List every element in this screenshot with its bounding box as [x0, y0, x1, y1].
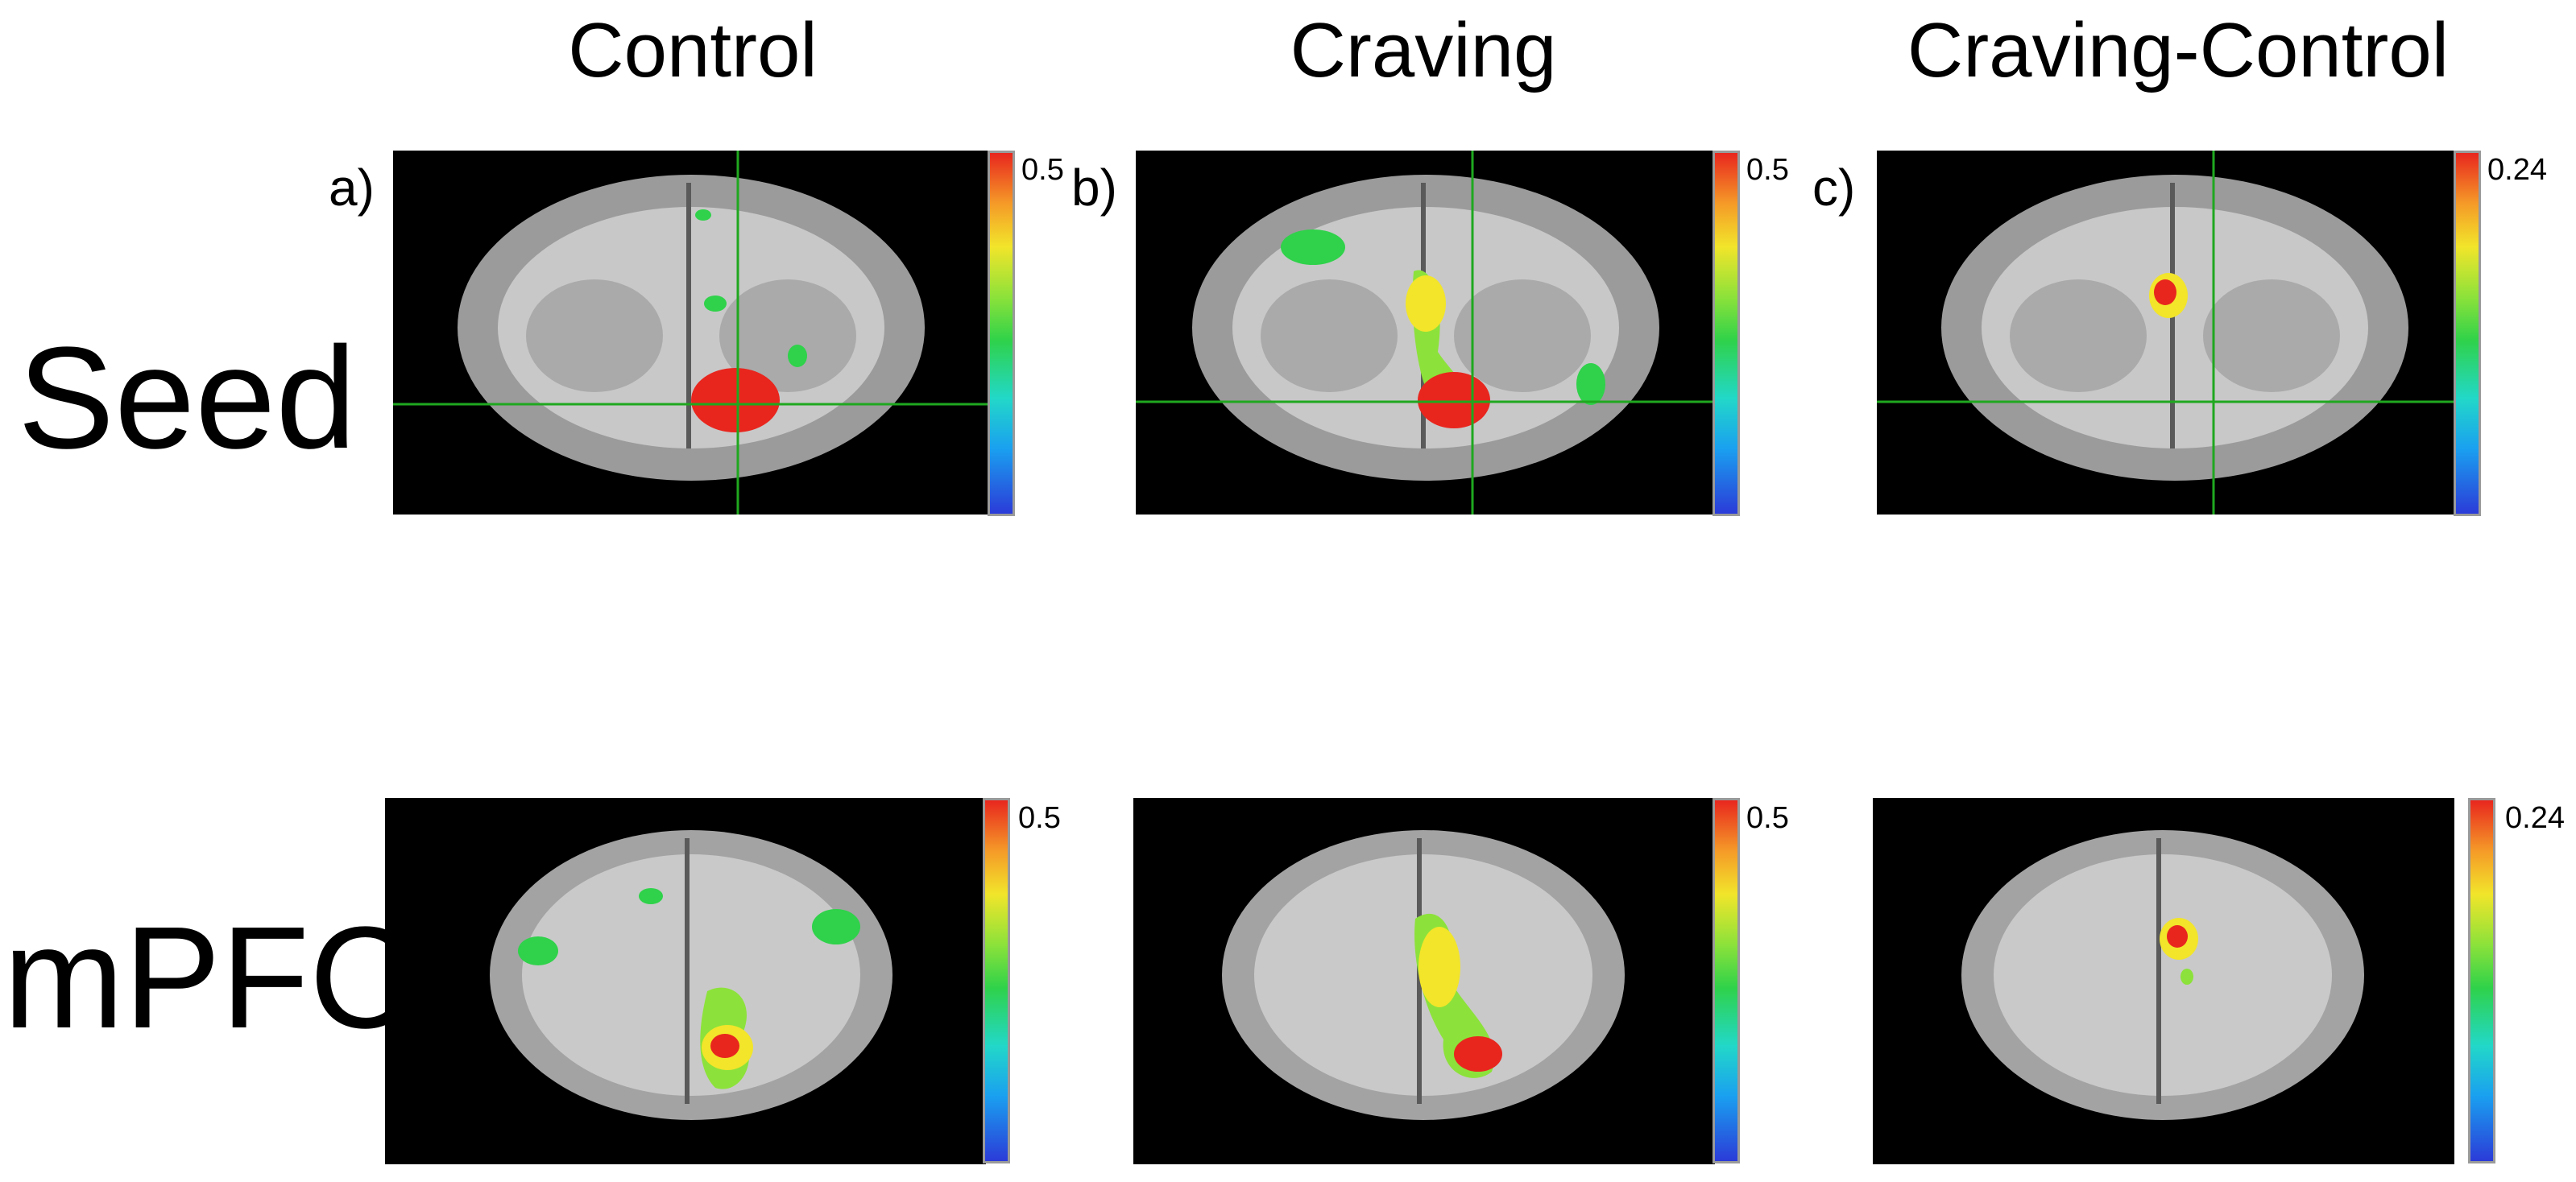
colorbar-max-label: 0.5	[1018, 801, 1061, 835]
panel-label-b: b)	[1071, 159, 1117, 217]
brain-panel-seed-difference	[1877, 151, 2458, 515]
colorbar-max-label: 0.24	[2505, 801, 2565, 835]
brain-slice-image	[1222, 830, 1625, 1120]
brain-slice-image	[490, 830, 892, 1120]
brain-panel-mpfc-craving	[1133, 798, 1715, 1164]
brain-panel-mpfc-difference	[1873, 798, 2454, 1164]
activation-blob	[2167, 925, 2188, 948]
activation-blob	[2154, 279, 2176, 305]
brain-panel-mpfc-control	[385, 798, 986, 1164]
colorbar-max-label: 0.24	[2487, 153, 2547, 187]
brain-panel-seed-craving	[1136, 151, 1714, 515]
colorbar-max-label: 0.5	[1021, 153, 1064, 187]
row-label-seed: Seed	[18, 317, 357, 479]
brain-slice-image	[1877, 151, 2458, 515]
brain-slice-image	[393, 151, 989, 515]
activation-blob	[1454, 1036, 1502, 1072]
colorbar-max-label: 0.5	[1746, 801, 1789, 835]
row-label-mpfc: mPFC	[3, 897, 414, 1059]
colorbar-seed-difference	[2454, 151, 2481, 516]
colorbar-mpfc-craving	[1713, 798, 1740, 1163]
brain-slice-image	[1136, 151, 1714, 515]
colorbar-seed-control	[988, 151, 1015, 516]
column-title-control: Control	[568, 7, 818, 93]
colorbar-seed-craving	[1713, 151, 1740, 516]
colorbar-max-label: 0.5	[1746, 153, 1789, 187]
column-title-craving-control: Craving-Control	[1907, 7, 2450, 93]
panel-label-c: c)	[1812, 159, 1856, 217]
activation-blob	[710, 1034, 739, 1058]
brain-panel-seed-control	[393, 151, 989, 515]
brain-slice-image	[1961, 830, 2364, 1120]
column-title-craving: Craving	[1290, 7, 1557, 93]
activation-blob	[1418, 372, 1490, 428]
panel-label-a: a)	[329, 159, 375, 217]
activation-blob	[691, 368, 780, 432]
colorbar-mpfc-difference	[2468, 798, 2495, 1163]
colorbar-mpfc-control	[983, 798, 1010, 1163]
